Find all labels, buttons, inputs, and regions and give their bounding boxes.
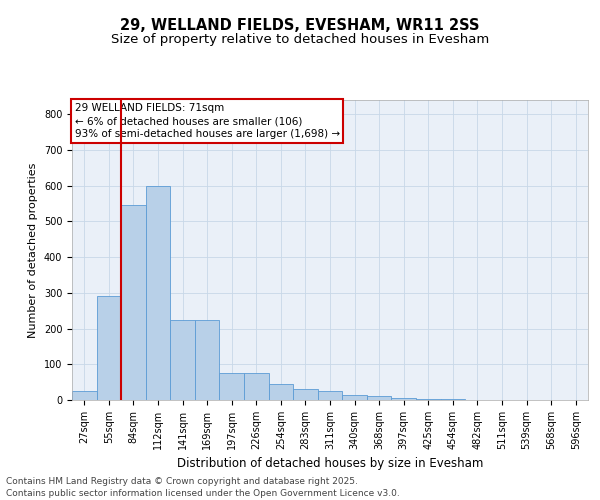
- Bar: [269, 384, 293, 400]
- Bar: [220, 373, 244, 400]
- Y-axis label: Number of detached properties: Number of detached properties: [28, 162, 38, 338]
- X-axis label: Distribution of detached houses by size in Evesham: Distribution of detached houses by size …: [177, 458, 483, 470]
- Bar: [121, 206, 146, 400]
- Bar: [72, 391, 97, 400]
- Bar: [170, 320, 195, 400]
- Text: Contains HM Land Registry data © Crown copyright and database right 2025.
Contai: Contains HM Land Registry data © Crown c…: [6, 476, 400, 498]
- Bar: [318, 391, 342, 400]
- Text: 29 WELLAND FIELDS: 71sqm
← 6% of detached houses are smaller (106)
93% of semi-d: 29 WELLAND FIELDS: 71sqm ← 6% of detache…: [74, 103, 340, 140]
- Bar: [195, 320, 220, 400]
- Bar: [391, 398, 416, 400]
- Bar: [293, 390, 318, 400]
- Bar: [342, 394, 367, 400]
- Text: Size of property relative to detached houses in Evesham: Size of property relative to detached ho…: [111, 32, 489, 46]
- Bar: [146, 186, 170, 400]
- Text: 29, WELLAND FIELDS, EVESHAM, WR11 2SS: 29, WELLAND FIELDS, EVESHAM, WR11 2SS: [120, 18, 480, 32]
- Bar: [367, 396, 391, 400]
- Bar: [244, 373, 269, 400]
- Bar: [97, 296, 121, 400]
